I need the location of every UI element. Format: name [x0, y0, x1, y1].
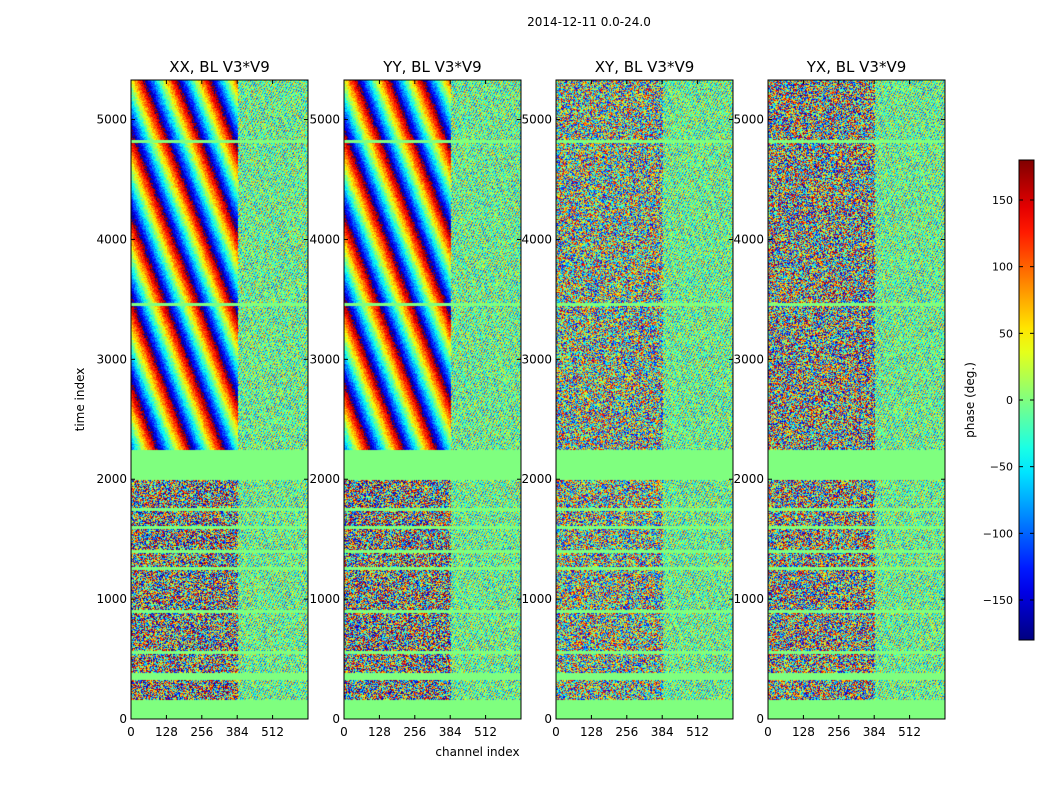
y-tick-label: 1000	[521, 592, 552, 606]
x-tick-label: 256	[403, 725, 426, 739]
panel-1: YY, BL V3*V9 0 128 256 384 512 0 1000 2000 3000 40…	[309, 58, 522, 759]
figure-suptitle: 2014-12-11 0.0-24.0	[527, 15, 651, 29]
y-tick-label: 0	[544, 712, 552, 726]
y-tick-label: 4000	[309, 232, 340, 246]
y-tick-label: 0	[756, 712, 764, 726]
panel-title: YX, BL V3*V9	[806, 58, 907, 76]
y-tick-label: 2000	[733, 472, 764, 486]
x-tick-label: 128	[155, 725, 178, 739]
y-tick-label: 3000	[521, 352, 552, 366]
colorbar-tick-label: 100	[992, 261, 1013, 274]
x-tick-label: 0	[340, 725, 348, 739]
x-tick-label: 256	[827, 725, 850, 739]
y-tick-label: 4000	[521, 232, 552, 246]
colorbar-tick-label: −50	[990, 461, 1013, 474]
x-tick-label: 256	[615, 725, 638, 739]
y-tick-label: 5000	[521, 113, 552, 127]
y-tick-label: 4000	[733, 232, 764, 246]
x-tick-label: 512	[474, 725, 497, 739]
x-tick-label: 0	[127, 725, 135, 739]
y-tick-label: 2000	[309, 472, 340, 486]
y-tick-label: 3000	[309, 352, 340, 366]
y-tick-label: 4000	[96, 232, 127, 246]
panels: XX, BL V3*V9 0 128 256 384 512 0 1000 2000 3000 40…	[73, 58, 946, 759]
x-tick-label: 0	[764, 725, 772, 739]
colorbar-tick-label: −100	[983, 527, 1013, 540]
y-tick-label: 1000	[96, 592, 127, 606]
panel-title: YY, BL V3*V9	[382, 58, 481, 76]
x-tick-label: 0	[552, 725, 560, 739]
colorbar-tick-label: 150	[992, 194, 1013, 207]
axes-frame	[130, 79, 309, 720]
heatmap-image	[344, 80, 521, 719]
x-tick-label: 384	[439, 725, 462, 739]
y-tick-label: 3000	[96, 352, 127, 366]
x-tick-label: 384	[226, 725, 249, 739]
x-axis-label: channel index	[435, 745, 519, 759]
panel-title: XY, BL V3*V9	[595, 58, 695, 76]
heatmap-image	[768, 80, 945, 719]
x-tick-label: 384	[863, 725, 886, 739]
y-tick-label: 3000	[733, 352, 764, 366]
panel-2: XY, BL V3*V9 0 128 256 384 512 0 1000 2000 3000 40…	[521, 58, 734, 739]
x-tick-label: 128	[792, 725, 815, 739]
y-tick-label: 1000	[733, 592, 764, 606]
x-tick-label: 128	[580, 725, 603, 739]
colorbar-label: phase (deg.)	[963, 362, 977, 438]
y-tick-label: 1000	[309, 592, 340, 606]
y-tick-label: 2000	[96, 472, 127, 486]
y-tick-label: 2000	[521, 472, 552, 486]
colorbar-tick-label: −150	[983, 594, 1013, 607]
x-tick-label: 128	[368, 725, 391, 739]
panel-3: YX, BL V3*V9 0 128 256 384 512 0 1000 2000 3000 40…	[733, 58, 946, 739]
panel-title: XX, BL V3*V9	[169, 58, 270, 76]
axes-frame	[767, 79, 946, 720]
axes-frame	[555, 79, 734, 720]
heatmap-image	[131, 80, 308, 719]
y-tick-label: 0	[119, 712, 127, 726]
axes-frame	[343, 79, 522, 720]
heatmap-image	[556, 80, 733, 719]
y-tick-label: 5000	[733, 113, 764, 127]
y-tick-label: 0	[332, 712, 340, 726]
x-tick-label: 512	[261, 725, 284, 739]
y-tick-label: 5000	[309, 113, 340, 127]
x-tick-label: 512	[898, 725, 921, 739]
panel-0: XX, BL V3*V9 0 128 256 384 512 0 1000 2000 3000 40…	[73, 58, 309, 739]
colorbar-tick-label: 0	[1006, 394, 1013, 407]
x-tick-label: 512	[686, 725, 709, 739]
colorbar: −150 −100 −50 0 50 100 150 phase (deg.)	[963, 159, 1035, 641]
x-tick-label: 256	[190, 725, 213, 739]
x-tick-label: 384	[651, 725, 674, 739]
y-tick-label: 5000	[96, 113, 127, 127]
y-axis-label: time index	[73, 368, 87, 432]
colorbar-tick-label: 50	[999, 327, 1013, 340]
